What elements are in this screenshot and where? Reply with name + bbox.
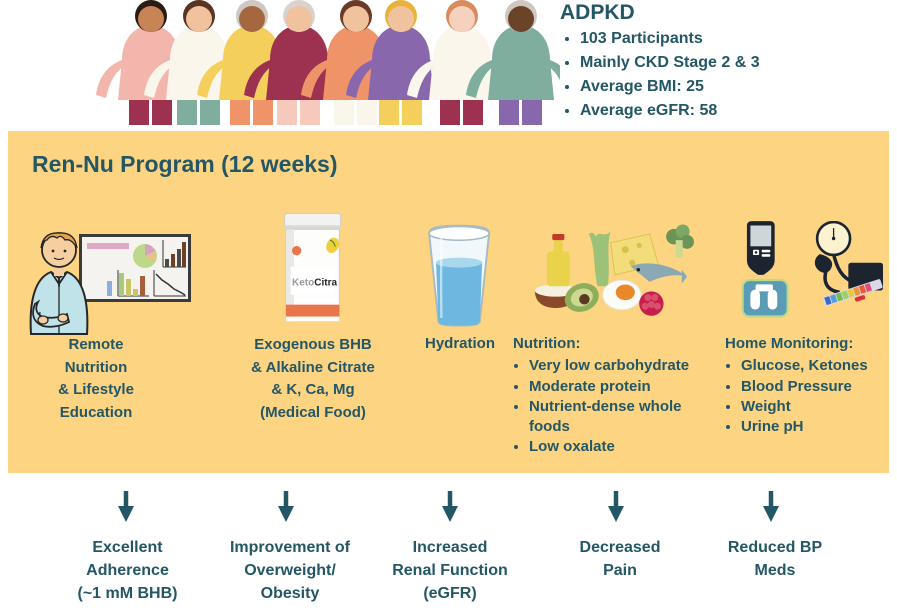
svg-text:KetoCitra: KetoCitra bbox=[292, 277, 337, 288]
